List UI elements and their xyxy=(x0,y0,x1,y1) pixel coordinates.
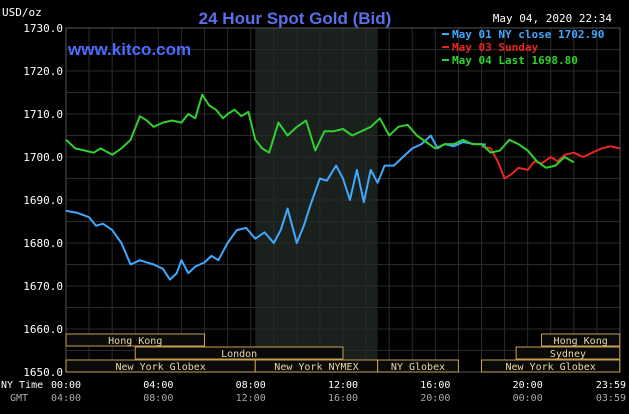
legend-entry: May 04 Last 1698.80 xyxy=(452,54,578,67)
market-session-bar xyxy=(65,333,205,347)
series-line xyxy=(65,134,487,281)
y-tick-label: 1710.0 xyxy=(23,108,63,121)
y-tick-label: 1650.0 xyxy=(23,366,63,379)
y-tick-label: 1720.0 xyxy=(23,65,63,78)
market-session-bar xyxy=(377,359,459,373)
x-tick-gmt: 20:00 xyxy=(420,393,450,404)
x-tick-ny: 23:59 xyxy=(596,380,626,391)
legend-entry: May 01 NY close 1702.90 xyxy=(452,28,604,41)
x-tick-gmt: 12:00 xyxy=(236,393,266,404)
market-session-bar xyxy=(541,333,621,347)
ny-time-label: NY Time xyxy=(1,380,43,391)
x-tick-gmt: 16:00 xyxy=(328,393,358,404)
x-tick-gmt: 04:00 xyxy=(51,393,81,404)
market-session-label: New York Globex xyxy=(505,362,595,373)
x-tick-ny: 00:00 xyxy=(51,380,81,391)
market-session-label: Hong Kong xyxy=(108,336,162,347)
x-tick-labels: 00:00 04:00 08:00 12:00 16:00 20:00 23:59 04:00… xyxy=(51,380,626,404)
gmt-label: GMT xyxy=(10,393,28,404)
chart-title: 24 Hour Spot Gold (Bid) xyxy=(199,9,392,28)
x-tick-gmt: 03:59 xyxy=(596,393,626,404)
x-tick-gmt: 08:00 xyxy=(143,393,173,404)
watermark-url: www.kitco.com xyxy=(67,40,191,59)
grid-layer xyxy=(65,27,621,373)
y-tick-label: 1690.0 xyxy=(23,194,63,207)
y-tick-label: 1700.0 xyxy=(23,151,63,164)
timestamp: May 04, 2020 22:34 xyxy=(493,12,613,25)
market-session-label: London xyxy=(221,349,257,360)
market-session-bar xyxy=(481,359,621,373)
x-tick-ny: 20:00 xyxy=(513,380,543,391)
market-session-label: NY Globex xyxy=(391,362,445,373)
x-tick-ny: 16:00 xyxy=(420,380,450,391)
market-sessions-layer: Hong Kong London New York Globex New York N… xyxy=(65,333,621,373)
x-tick-ny: 04:00 xyxy=(143,380,173,391)
series-line xyxy=(481,145,621,180)
y-tick-label: 1730.0 xyxy=(23,22,63,35)
market-session-label: New York Globex xyxy=(115,362,205,373)
y-tick-label: 1670.0 xyxy=(23,280,63,293)
market-session-label: Hong Kong xyxy=(554,336,608,347)
y-tick-label: 1660.0 xyxy=(23,323,63,336)
y-tick-label: 1680.0 xyxy=(23,237,63,250)
x-tick-ny: 08:00 xyxy=(236,380,266,391)
market-session-bar xyxy=(134,346,344,360)
y-tick-labels: 1730.0 1720.0 1710.0 1700.0 1690.0 1680.0 1670… xyxy=(23,22,63,379)
series-layer xyxy=(65,93,621,281)
market-session-bar xyxy=(515,346,621,360)
x-tick-gmt: 00:00 xyxy=(513,393,543,404)
series-line xyxy=(65,93,575,169)
market-session-label: Sydney xyxy=(550,349,586,360)
y-unit-label: USD/oz xyxy=(2,6,42,19)
legend-entry: May 03 Sunday xyxy=(452,41,538,54)
x-tick-ny: 12:00 xyxy=(328,380,358,391)
market-session-label: New York NYMEX xyxy=(274,362,358,373)
